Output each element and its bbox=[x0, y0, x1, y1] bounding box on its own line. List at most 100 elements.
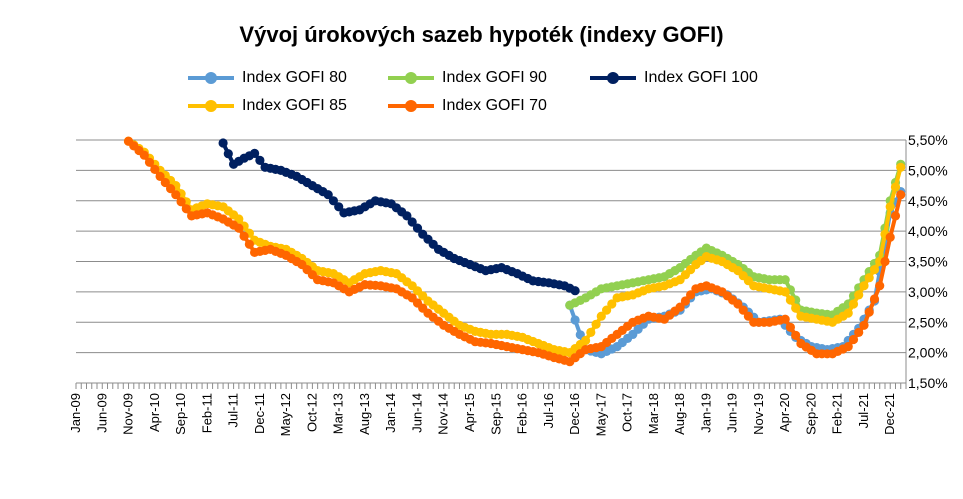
x-tick-label: Jul-16 bbox=[541, 393, 556, 428]
data-point bbox=[854, 327, 864, 337]
x-tick-label: Sep-20 bbox=[803, 393, 818, 435]
data-point bbox=[155, 171, 165, 181]
data-point bbox=[791, 303, 801, 313]
data-point bbox=[607, 299, 617, 309]
data-point bbox=[896, 162, 906, 172]
x-tick-label: Dec-21 bbox=[882, 393, 897, 435]
data-point bbox=[675, 302, 685, 312]
data-point bbox=[738, 305, 748, 315]
chart-title: Vývoj úrokových sazeb hypoték (indexy GO… bbox=[239, 22, 724, 47]
x-tick-label: Jan-09 bbox=[68, 393, 83, 433]
x-tick-label: Feb-11 bbox=[199, 393, 214, 433]
legend-swatch-icon bbox=[188, 96, 234, 116]
data-point bbox=[323, 190, 333, 200]
data-point bbox=[780, 275, 790, 285]
data-point bbox=[166, 184, 176, 194]
x-tick-label: Oct-17 bbox=[620, 393, 635, 432]
x-tick-label: Apr-10 bbox=[147, 393, 162, 432]
legend-swatch-icon bbox=[188, 68, 234, 88]
x-tick-label: Jul-11 bbox=[226, 393, 241, 427]
data-point bbox=[859, 281, 869, 291]
data-point bbox=[743, 311, 754, 321]
data-point bbox=[160, 177, 170, 188]
data-point bbox=[250, 148, 260, 158]
x-tick-label: Jul-21 bbox=[856, 393, 871, 428]
data-point bbox=[733, 299, 743, 309]
data-point bbox=[864, 273, 874, 283]
data-point bbox=[864, 307, 874, 317]
data-point bbox=[686, 290, 696, 300]
data-point bbox=[239, 231, 249, 241]
data-point bbox=[328, 196, 338, 206]
data-point bbox=[843, 342, 853, 352]
data-point bbox=[144, 157, 155, 167]
x-tick-label: Feb-21 bbox=[830, 393, 845, 434]
x-tick-label: Aug-18 bbox=[672, 393, 687, 435]
data-point bbox=[848, 299, 859, 309]
x-tick-label: Jan-14 bbox=[383, 393, 398, 433]
x-tick-label: Mar-13 bbox=[331, 393, 346, 434]
x-tick-label: May-17 bbox=[593, 393, 608, 436]
data-point bbox=[181, 204, 191, 214]
data-point bbox=[176, 197, 186, 207]
data-point bbox=[880, 256, 890, 267]
x-tick-label: Jun-14 bbox=[409, 393, 424, 433]
x-tick-label: Aug-13 bbox=[357, 393, 372, 435]
x-tick-label: Nov-14 bbox=[436, 393, 451, 435]
data-point bbox=[334, 202, 344, 212]
data-point bbox=[791, 330, 801, 340]
y-tick-label: 5,00% bbox=[908, 162, 948, 178]
legend-swatch-icon bbox=[388, 68, 434, 88]
data-point bbox=[859, 320, 869, 330]
data-point bbox=[255, 155, 265, 165]
x-tick-label: Apr-20 bbox=[777, 393, 792, 432]
data-point bbox=[596, 311, 606, 321]
legend-label: Index GOFI 90 bbox=[442, 69, 547, 86]
data-point bbox=[885, 202, 895, 212]
x-tick-label: Feb-16 bbox=[515, 393, 530, 434]
data-point bbox=[890, 211, 901, 221]
data-point bbox=[586, 327, 596, 337]
x-tick-label: Nov-09 bbox=[121, 393, 136, 435]
data-point bbox=[780, 287, 790, 297]
y-tick-label: 2,50% bbox=[908, 314, 948, 330]
x-tick-label: Oct-12 bbox=[304, 393, 319, 432]
legend-item-gofi-80: Index GOFI 80 bbox=[188, 66, 347, 90]
legend-label: Index GOFI 100 bbox=[644, 69, 758, 86]
data-point bbox=[848, 334, 859, 345]
x-tick-label: Sep-10 bbox=[173, 393, 188, 435]
data-point bbox=[591, 319, 601, 329]
data-point bbox=[218, 138, 228, 148]
legend-label: Index GOFI 70 bbox=[442, 97, 547, 114]
data-point bbox=[885, 232, 895, 242]
legend-label: Index GOFI 85 bbox=[242, 97, 347, 114]
data-point bbox=[602, 305, 612, 315]
data-point bbox=[223, 149, 233, 159]
legend-item-gofi-90: Index GOFI 90 bbox=[388, 66, 547, 90]
legend: Index GOFI 80 Index GOFI 90 Index GOFI 1… bbox=[188, 66, 808, 118]
x-tick-label: Nov-19 bbox=[751, 393, 766, 435]
data-point bbox=[785, 295, 796, 305]
x-tick-label: May-12 bbox=[278, 393, 293, 436]
data-point bbox=[581, 335, 591, 346]
data-point bbox=[407, 217, 417, 227]
x-tick-label: Apr-15 bbox=[462, 393, 477, 432]
legend-swatch-icon bbox=[590, 68, 636, 88]
data-point bbox=[171, 190, 181, 200]
x-tick-label: Sep-15 bbox=[488, 393, 503, 435]
legend-swatch-icon bbox=[388, 96, 434, 116]
x-tick-label: Mar-18 bbox=[646, 393, 661, 434]
data-point bbox=[869, 294, 880, 304]
x-tick-label: Jan-19 bbox=[698, 393, 713, 433]
data-point bbox=[244, 239, 254, 249]
y-tick-label: 4,00% bbox=[908, 223, 948, 239]
data-point bbox=[150, 164, 160, 174]
data-point bbox=[854, 290, 864, 300]
x-tick-label: Jun-19 bbox=[725, 393, 740, 433]
legend-label: Index GOFI 80 bbox=[242, 69, 347, 86]
data-point bbox=[843, 308, 853, 318]
legend-item-gofi-70: Index GOFI 70 bbox=[388, 94, 547, 118]
y-tick-label: 3,00% bbox=[908, 284, 948, 300]
data-point bbox=[139, 150, 149, 160]
